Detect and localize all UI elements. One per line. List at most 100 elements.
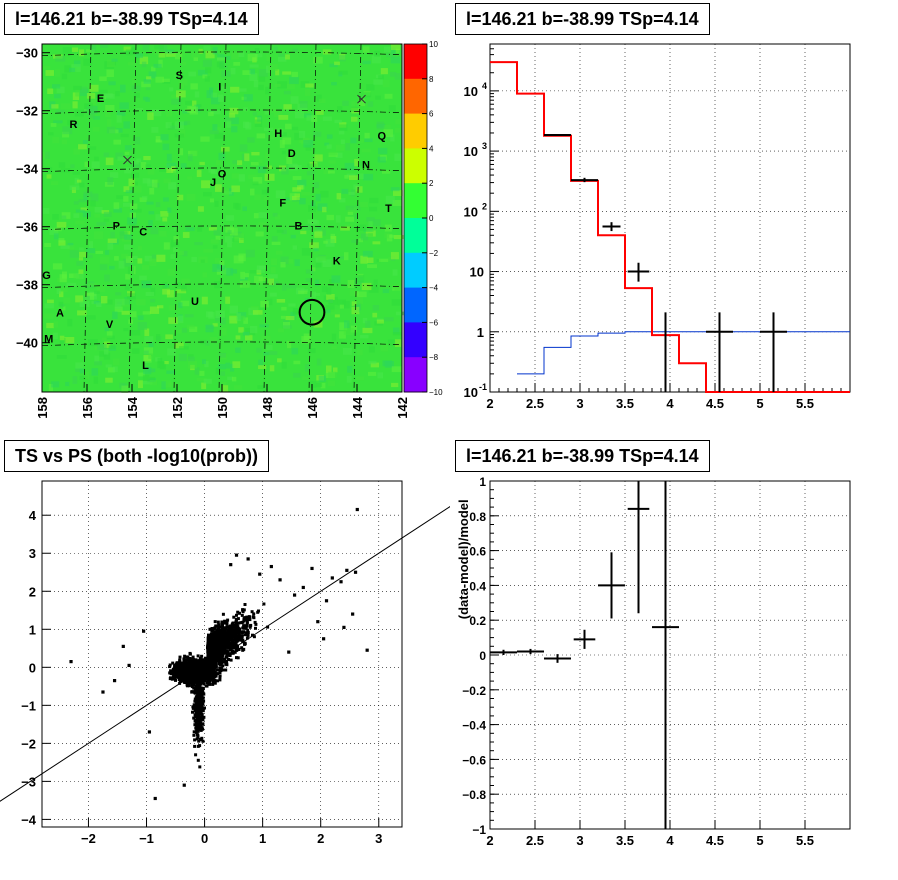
scatter-xtick-label: 0 (201, 831, 208, 846)
map-source-label: B (295, 221, 303, 233)
scatter-ytick-label: 1 (29, 622, 36, 637)
residuals-panel: 2 2.5 3 3.5 4 4.5 5 5.5 1 0.8 0.6 0.4 0.2 0 −0.2 −0.4 −0… (450, 437, 898, 875)
map-source-label: C (139, 226, 147, 238)
map-xtick-label: 156 (80, 397, 95, 419)
scatter-outlier-point (287, 650, 291, 654)
spectrum-data-point (760, 312, 787, 392)
spectrum-xtick-label: 4.5 (706, 396, 724, 411)
map-source-label: J (210, 177, 216, 189)
spectrum-ytick-label: 10 (470, 265, 484, 280)
spectrum-ytick-exponent: 2 (482, 201, 487, 211)
map-source-label: M (44, 334, 53, 346)
scatter-outlier-point (182, 783, 186, 787)
scatter-outlier-point (278, 578, 282, 582)
scatter-ytick-label: 2 (29, 584, 36, 599)
colorbar-band (404, 148, 427, 184)
map-source-label: Q (377, 131, 386, 143)
residual-data-point (627, 481, 650, 614)
residual-data-point (517, 648, 544, 655)
scatter-xtick-label: −2 (81, 831, 96, 846)
spectrum-data-point (602, 222, 621, 232)
colorbar-band (404, 183, 427, 219)
scatter-outlier-point (246, 557, 250, 561)
colorbar-band (404, 357, 427, 393)
spectrum-xtick-label: 5 (756, 396, 763, 411)
scatter-outlier-point (301, 585, 305, 590)
scatter-fit-line (0, 503, 455, 802)
colorbar-tick-label: 10 (429, 40, 438, 49)
scatter-outlier-point (316, 620, 320, 624)
map-ytick-label: −40 (16, 336, 38, 351)
map-source-label: V (106, 319, 114, 331)
map-source-label: R (70, 119, 78, 131)
colorbar-tick-label: 8 (429, 75, 434, 84)
colorbar-tick-label: 6 (429, 110, 434, 119)
scatter-ytick-label: −1 (21, 698, 36, 713)
scatter-outlier-point (292, 593, 297, 597)
total-model-steps (490, 61, 850, 393)
map-xtick-label: 146 (305, 397, 320, 419)
map-source-label: K (333, 255, 341, 267)
spectrum-ytick-label: 1 (477, 325, 484, 340)
map-source-label: D (288, 148, 296, 160)
map-source-label: S (176, 70, 183, 82)
residuals-xtick-label: 2.5 (526, 833, 544, 848)
scatter-outlier-point (112, 679, 117, 683)
residuals-xtick-label: 5.5 (796, 833, 814, 848)
map-source-label: N (362, 160, 370, 172)
map-source-label: H (274, 128, 282, 140)
residuals-ytick-label: 0 (479, 649, 486, 663)
residuals-xtick-label: 4.5 (706, 833, 724, 848)
scatter-ytick-label: −2 (21, 736, 36, 751)
residuals-xtick-label: 2 (486, 833, 493, 848)
residual-data-point (490, 649, 517, 655)
residuals-ytick-label: −1 (472, 823, 486, 837)
residuals-chart: 2 2.5 3 3.5 4 4.5 5 5.5 1 0.8 0.6 0.4 0.2 0 −0.2 −0.4 −0… (456, 475, 851, 848)
residuals-ytick-label: −0.8 (462, 788, 486, 802)
scatter-outlier-point (355, 507, 359, 512)
scatter-panel: −2 −1 0 1 2 3 −4 −3 −2 −1 0 1 2 3 4 TS vs PS (both -lo… (0, 437, 455, 875)
residuals-grid (490, 481, 850, 829)
map-source-label: L (142, 360, 149, 372)
scatter-outlier-point (147, 730, 152, 734)
residuals-ytick-label: 1 (479, 475, 486, 489)
spectrum-ytick-label: 10 (464, 385, 478, 400)
map-ytick-label: −36 (16, 220, 38, 235)
residual-data-point (544, 654, 571, 663)
map-xtick-label: 144 (350, 396, 365, 418)
scatter-ytick-label: 4 (29, 508, 37, 523)
residual-data-point (573, 629, 596, 649)
residuals-ytick-label: 0.4 (469, 579, 486, 593)
spectrum-frame (489, 43, 851, 393)
scatter-ytick-label: 3 (29, 546, 36, 561)
scatter-outlier-point (101, 690, 105, 694)
map-source-label: F (279, 197, 286, 209)
spectrum-ytick-label: 10 (464, 204, 478, 219)
scatter-outlier-point (353, 570, 358, 574)
scatter-outlier-point (345, 568, 349, 572)
residuals-ytick-label: −0.4 (462, 719, 486, 733)
residuals-xtick-label: 4 (666, 833, 674, 848)
scatter-outlier-point (351, 612, 355, 616)
spectrum-ytick-label: 10 (464, 84, 478, 99)
residuals-xtick-label: 3.5 (616, 833, 634, 848)
residuals-ytick-label: 0.8 (469, 510, 486, 524)
scatter-ytick-label: 0 (29, 660, 36, 675)
colorbar-tick-label: −4 (429, 284, 439, 293)
map-ytick-label: −34 (16, 162, 39, 177)
colorbar-tick-label: −8 (429, 353, 439, 362)
spectrum-ytick-label: 10 (464, 144, 478, 159)
spectrum-data-point (544, 134, 571, 137)
colorbar-band (404, 44, 427, 80)
map-ytick-label: −38 (16, 278, 38, 293)
residuals-ytick-label: 0.6 (469, 545, 486, 559)
map-ytick-label: −30 (16, 46, 38, 61)
residuals-ylabel: (data-model)/model (456, 499, 471, 619)
map-source-label: E (97, 93, 104, 105)
scatter-outlier-point (229, 563, 233, 567)
colorbar-band (404, 78, 427, 115)
residuals-ytick-label: −0.6 (462, 753, 486, 767)
residuals-title: l=146.21 b=-38.99 TSp=4.14 (455, 440, 710, 472)
